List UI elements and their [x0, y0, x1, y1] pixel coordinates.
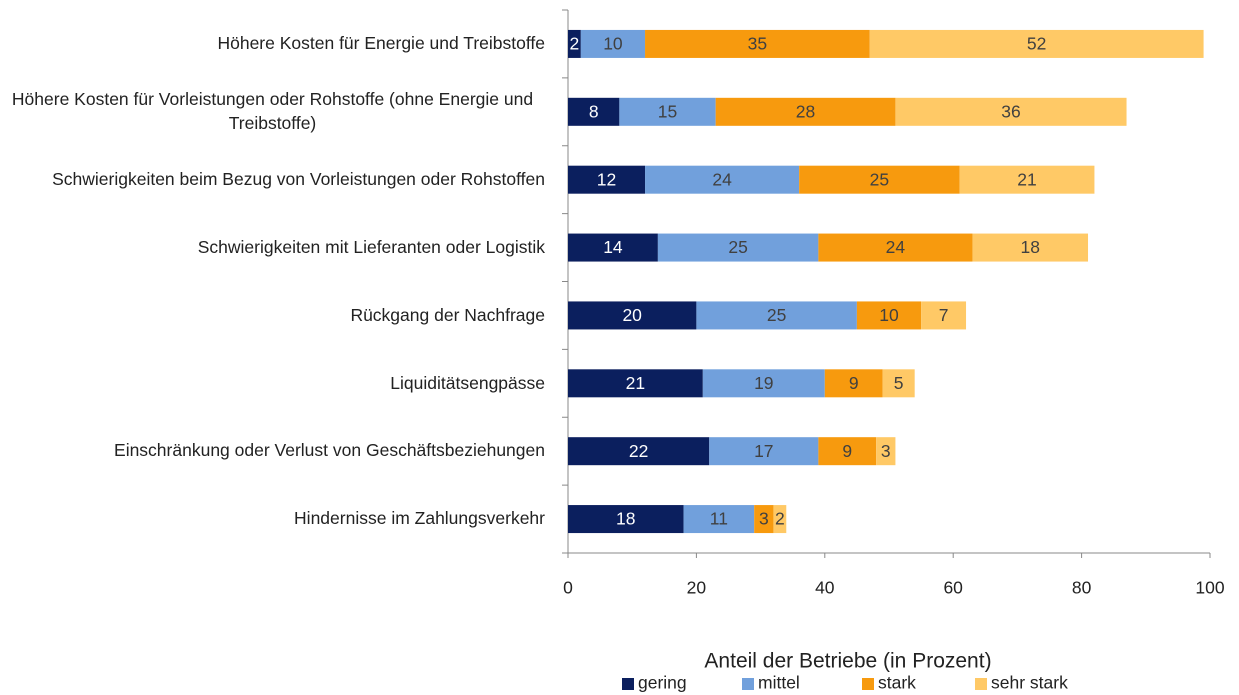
data-label: 21	[1017, 169, 1036, 189]
data-label: 18	[1021, 237, 1040, 257]
data-label: 2	[570, 34, 580, 54]
data-label: 24	[712, 169, 732, 189]
x-tick-label: 100	[1195, 578, 1224, 598]
data-label: 25	[767, 305, 786, 325]
data-label: 18	[616, 509, 635, 529]
bar-segment	[619, 97, 716, 126]
bar-segment	[580, 29, 646, 58]
bar-segment	[696, 301, 857, 330]
legend-swatch	[975, 678, 987, 690]
category-label: Hindernisse im Zahlungsverkehr	[0, 489, 545, 549]
bar-segment	[972, 233, 1089, 262]
bar-segment	[568, 301, 697, 330]
data-label: 10	[879, 305, 899, 325]
data-label: 5	[894, 373, 904, 393]
bar-segment	[824, 369, 883, 398]
legend-swatch	[622, 678, 634, 690]
data-label: 19	[754, 373, 773, 393]
data-label: 24	[886, 237, 906, 257]
bar-segment	[818, 437, 877, 466]
legend-label: sehr stark	[991, 673, 1068, 693]
category-text: Einschränkung oder Verlust von Geschäfts…	[114, 440, 545, 461]
data-label: 17	[754, 441, 773, 461]
bar-segment	[683, 505, 755, 534]
bar-segment	[754, 505, 774, 534]
legend-swatch	[862, 678, 874, 690]
data-label: 15	[658, 101, 677, 121]
bar-segment	[568, 233, 658, 262]
data-label: 12	[597, 169, 616, 189]
legend-label: stark	[878, 673, 916, 693]
category-label: Einschränkung oder Verlust von Geschäfts…	[0, 421, 545, 481]
data-label: 7	[939, 305, 949, 325]
x-tick-label: 20	[687, 578, 707, 598]
bar-segment	[876, 437, 896, 466]
category-text: Rückgang der Nachfrage	[350, 304, 545, 325]
bar-segment	[568, 97, 620, 126]
legend-label: mittel	[758, 673, 800, 693]
bar-segment	[568, 437, 710, 466]
category-label: Rückgang der Nachfrage	[0, 285, 545, 345]
bar-segment	[799, 165, 960, 194]
category-text: Schwierigkeiten beim Bezug von Vorleistu…	[52, 168, 545, 189]
bar-segment	[568, 505, 684, 534]
category-text: Liquiditätsengpässe	[390, 372, 545, 393]
bar-segment	[895, 97, 1127, 126]
bar-segment	[709, 437, 819, 466]
bar-segment	[715, 97, 896, 126]
data-label: 11	[710, 509, 728, 529]
category-text: Hindernisse im Zahlungsverkehr	[294, 508, 545, 529]
bar-segment	[869, 29, 1204, 58]
data-label: 21	[626, 373, 645, 393]
data-label: 3	[881, 441, 891, 461]
legend-label: gering	[638, 673, 687, 693]
x-tick-label: 80	[1072, 578, 1092, 598]
category-text: Höhere Kosten für Vorleistungen oder Roh…	[11, 89, 534, 133]
category-label: Schwierigkeiten beim Bezug von Vorleistu…	[0, 150, 545, 210]
category-label: Liquiditätsengpässe	[0, 353, 545, 413]
bar-segment	[645, 165, 800, 194]
data-label: 25	[870, 169, 889, 189]
bar-segment	[657, 233, 819, 262]
data-label: 36	[1001, 101, 1020, 121]
bar-segment	[568, 165, 646, 194]
bar-segment	[645, 29, 870, 58]
x-tick-label: 60	[943, 578, 963, 598]
data-label: 28	[796, 101, 815, 121]
data-label: 20	[622, 305, 642, 325]
category-label: Höhere Kosten für Vorleistungen oder Roh…	[0, 82, 545, 142]
category-label: Schwierigkeiten mit Lieferanten oder Log…	[0, 218, 545, 278]
bar-segment	[818, 233, 973, 262]
category-text: Schwierigkeiten mit Lieferanten oder Log…	[197, 236, 545, 257]
data-label: 10	[603, 34, 623, 54]
data-label: 3	[759, 509, 769, 529]
bar-segment	[568, 29, 581, 58]
bar-segment	[921, 301, 967, 330]
x-tick-label: 40	[815, 578, 835, 598]
data-label: 22	[629, 441, 648, 461]
data-label: 9	[842, 441, 852, 461]
data-label: 9	[849, 373, 859, 393]
x-tick-label: 0	[563, 578, 573, 598]
bar-segment	[959, 165, 1095, 194]
category-label: Höhere Kosten für Energie und Treibstoff…	[0, 14, 545, 74]
category-text: Höhere Kosten für Energie und Treibstoff…	[217, 33, 545, 54]
data-label: 14	[603, 237, 623, 257]
bar-segment	[856, 301, 922, 330]
bar-segment	[702, 369, 825, 398]
bar-segment	[568, 369, 703, 398]
data-label: 35	[748, 34, 767, 54]
legend-swatch	[742, 678, 754, 690]
bar-segment	[882, 369, 915, 398]
data-label: 52	[1027, 34, 1046, 54]
data-label: 25	[728, 237, 747, 257]
data-label: 8	[589, 101, 599, 121]
data-label: 2	[775, 509, 785, 529]
bar-segment	[773, 505, 787, 534]
x-axis-title: Anteil der Betriebe (in Prozent)	[704, 650, 991, 673]
